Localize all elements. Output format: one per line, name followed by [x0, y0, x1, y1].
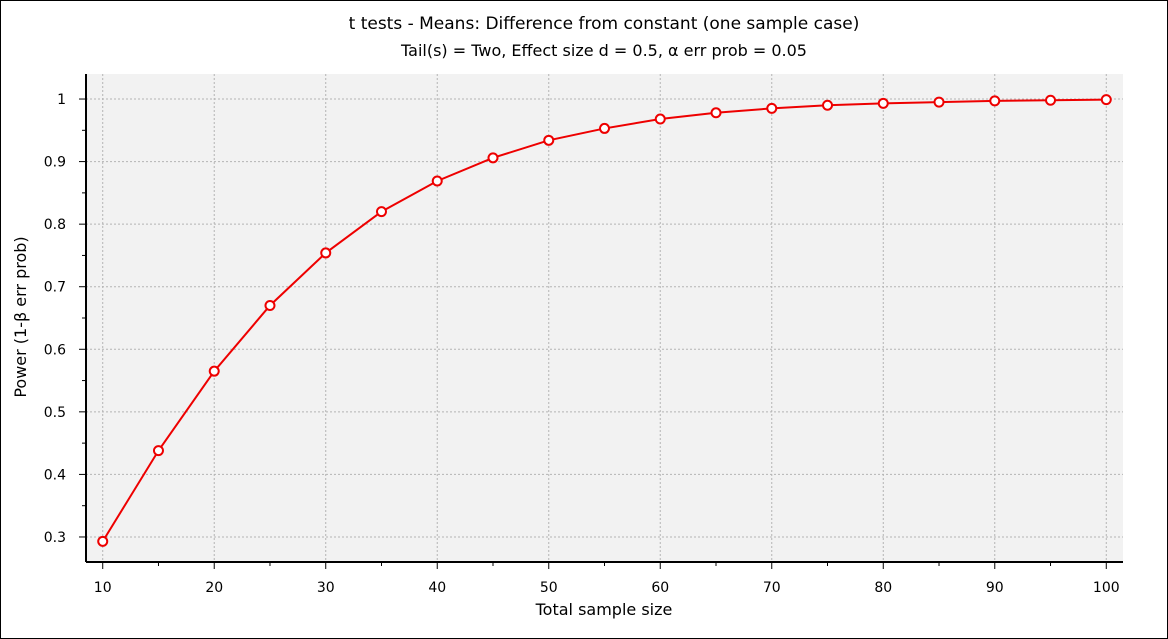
data-point — [375, 206, 387, 218]
power-series — [97, 94, 1112, 547]
plot-area — [86, 74, 1123, 562]
y-tick-label: 1 — [57, 92, 66, 108]
data-point — [989, 95, 1001, 107]
x-tick-label: 10 — [94, 580, 112, 596]
y-tick-label: 0.6 — [44, 342, 66, 358]
x-tick-label: 80 — [874, 580, 892, 596]
data-point — [543, 134, 555, 146]
data-point — [320, 247, 332, 259]
data-point — [431, 175, 443, 187]
y-tick-label: 0.3 — [44, 530, 66, 546]
x-tick-label: 30 — [317, 580, 335, 596]
data-point — [1100, 94, 1112, 106]
x-tick-label: 40 — [428, 580, 446, 596]
data-point — [97, 535, 109, 547]
chart-subtitle: Tail(s) = Two, Effect size d = 0.5, α er… — [400, 41, 807, 60]
data-point — [933, 96, 945, 108]
y-axis-label: Power (1-β err prob) — [11, 236, 30, 397]
chart-title: t tests - Means: Difference from constan… — [349, 14, 860, 34]
data-point — [822, 99, 834, 111]
data-point — [654, 113, 666, 125]
data-point — [599, 122, 610, 134]
data-point — [877, 97, 889, 109]
y-tick-label: 0.9 — [44, 155, 66, 171]
data-point — [710, 107, 722, 119]
data-point — [264, 299, 276, 311]
grid-lines — [86, 74, 1123, 562]
data-point — [487, 152, 499, 164]
x-tick-label: 70 — [763, 580, 781, 596]
x-tick-label: 100 — [1093, 580, 1120, 596]
x-axis-ticks: 10 20 30 40 50 60 70 80 90 100 — [94, 562, 1120, 596]
y-tick-label: 0.7 — [44, 280, 66, 296]
data-point — [152, 445, 164, 457]
y-axis-ticks: 0.3 0.4 0.5 0.6 0.7 0.8 0.9 1 — [44, 92, 86, 546]
y-tick-label: 0.5 — [44, 405, 66, 421]
y-tick-label: 0.8 — [44, 217, 66, 233]
data-point — [1045, 94, 1057, 106]
y-tick-label: 0.4 — [44, 467, 66, 483]
data-point — [208, 365, 220, 377]
x-axis-label: Total sample size — [535, 600, 673, 619]
x-tick-label: 50 — [540, 580, 558, 596]
x-tick-label: 20 — [205, 580, 223, 596]
x-tick-label: 60 — [651, 580, 669, 596]
data-point — [766, 102, 778, 114]
x-tick-label: 90 — [986, 580, 1004, 596]
